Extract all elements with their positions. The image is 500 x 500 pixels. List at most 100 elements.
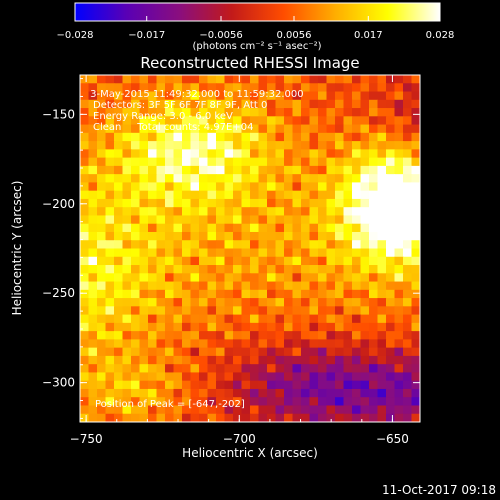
heatmap-cell	[352, 298, 362, 307]
heatmap-cell	[343, 157, 353, 167]
heatmap-cell	[343, 273, 353, 283]
heatmap-cell	[148, 132, 158, 142]
heatmap-cell	[216, 149, 226, 159]
heatmap-cell	[88, 306, 98, 316]
heatmap-cell	[301, 231, 311, 241]
heatmap-cell	[267, 413, 277, 422]
heatmap-cell	[139, 273, 149, 283]
heatmap-cell	[207, 413, 217, 422]
heatmap-cell	[284, 207, 294, 217]
heatmap-cell	[207, 240, 217, 250]
heatmap-cell	[275, 99, 285, 109]
heatmap-cell	[250, 99, 260, 109]
heatmap-cell	[122, 198, 132, 208]
heatmap-cell	[326, 388, 336, 398]
heatmap-cell	[165, 265, 175, 274]
heatmap-cell	[369, 306, 379, 316]
heatmap-cell	[182, 281, 192, 291]
heatmap-cell	[292, 215, 302, 225]
heatmap-cell	[105, 141, 115, 150]
heatmap-cell	[233, 132, 243, 142]
heatmap-cell	[292, 380, 302, 390]
heatmap-cell	[80, 157, 90, 167]
heatmap-cell	[131, 83, 141, 93]
heatmap-cell	[352, 75, 362, 84]
heatmap-cell	[343, 182, 353, 192]
heatmap-cell	[97, 83, 107, 93]
heatmap-cell	[292, 91, 302, 101]
heatmap-cell	[386, 281, 396, 291]
heatmap-cell	[148, 339, 158, 349]
heatmap-cell	[309, 157, 319, 167]
heatmap-cell	[216, 397, 226, 407]
heatmap-cell	[114, 157, 124, 167]
heatmap-cell	[360, 91, 370, 101]
heatmap-cell	[199, 265, 209, 274]
heatmap-cell	[190, 83, 200, 93]
heatmap-cell	[173, 215, 183, 225]
heatmap-cell	[190, 248, 200, 258]
heatmap-cell	[105, 215, 115, 225]
heatmap-cell	[301, 83, 311, 93]
heatmap-cell	[343, 388, 353, 398]
heatmap-cell	[190, 207, 200, 217]
heatmap-cell	[114, 91, 124, 101]
heatmap-cell	[258, 75, 268, 84]
heatmap-cell	[377, 413, 387, 422]
heatmap-cell	[284, 116, 294, 126]
heatmap-cell	[326, 413, 336, 422]
heatmap-cell	[148, 108, 158, 117]
heatmap-cell	[369, 281, 379, 291]
heatmap-cell	[394, 347, 404, 357]
heatmap-cell	[360, 380, 370, 390]
heatmap-cell	[377, 75, 387, 84]
heatmap-cell	[224, 124, 234, 134]
heatmap-cell	[377, 306, 387, 316]
heatmap-cell	[224, 372, 234, 382]
heatmap-cell	[207, 99, 217, 109]
heatmap-cell	[267, 182, 277, 192]
heatmap-cell	[411, 190, 420, 200]
heatmap-cell	[156, 355, 166, 365]
heatmap-cell	[80, 132, 90, 142]
heatmap-cell	[284, 388, 294, 398]
heatmap-cell	[403, 83, 413, 93]
heatmap-cell	[394, 99, 404, 109]
heatmap-cell	[173, 331, 183, 340]
heatmap-cell	[360, 182, 370, 192]
heatmap-cell	[114, 124, 124, 134]
heatmap-cell	[403, 182, 413, 192]
heatmap-cell	[207, 165, 217, 175]
heatmap-cell	[250, 108, 260, 117]
heatmap-cell	[250, 248, 260, 258]
heatmap-cell	[207, 372, 217, 382]
heatmap-cell	[224, 306, 234, 316]
heatmap-cell	[386, 141, 396, 150]
heatmap-cell	[131, 322, 141, 332]
heatmap-cell	[326, 240, 336, 250]
heatmap-cell	[275, 248, 285, 258]
heatmap-cell	[122, 372, 132, 382]
heatmap-cell	[369, 165, 379, 175]
heatmap-cell	[335, 141, 345, 150]
heatmap-cell	[241, 256, 251, 266]
heatmap-cell	[250, 347, 260, 357]
heatmap-cell	[88, 108, 98, 117]
heatmap-cell	[224, 207, 234, 217]
heatmap-cell	[165, 116, 175, 126]
heatmap-cell	[301, 397, 311, 407]
heatmap-cell	[377, 314, 387, 324]
heatmap-cell	[309, 372, 319, 382]
heatmap-cell	[224, 182, 234, 192]
heatmap-cell	[275, 405, 285, 415]
heatmap-cell	[139, 198, 149, 208]
heatmap-cell	[173, 108, 183, 117]
heatmap-cell	[352, 355, 362, 365]
heatmap-cell	[165, 413, 175, 422]
heatmap-cell	[233, 273, 243, 283]
heatmap-cell	[377, 165, 387, 175]
heatmap-cell	[369, 388, 379, 398]
heatmap-cell	[88, 207, 98, 217]
heatmap-cell	[301, 165, 311, 175]
heatmap-cell	[131, 413, 141, 422]
